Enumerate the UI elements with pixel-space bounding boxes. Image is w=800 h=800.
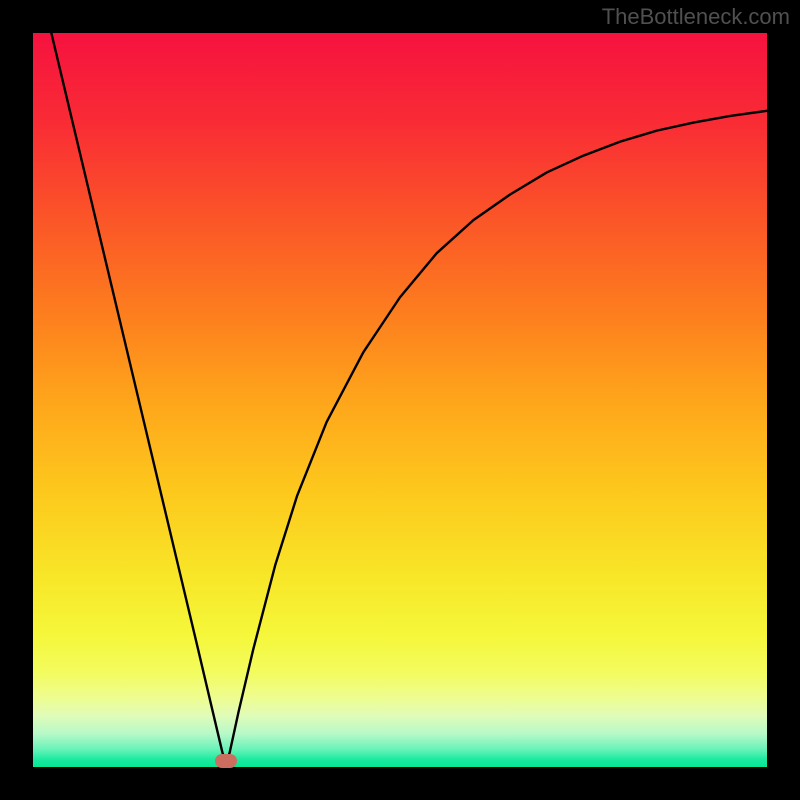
watermark-text: TheBottleneck.com — [602, 4, 790, 30]
chart-plot-area — [33, 33, 767, 767]
chart-min-marker — [215, 754, 237, 768]
chart-curve — [33, 33, 767, 767]
